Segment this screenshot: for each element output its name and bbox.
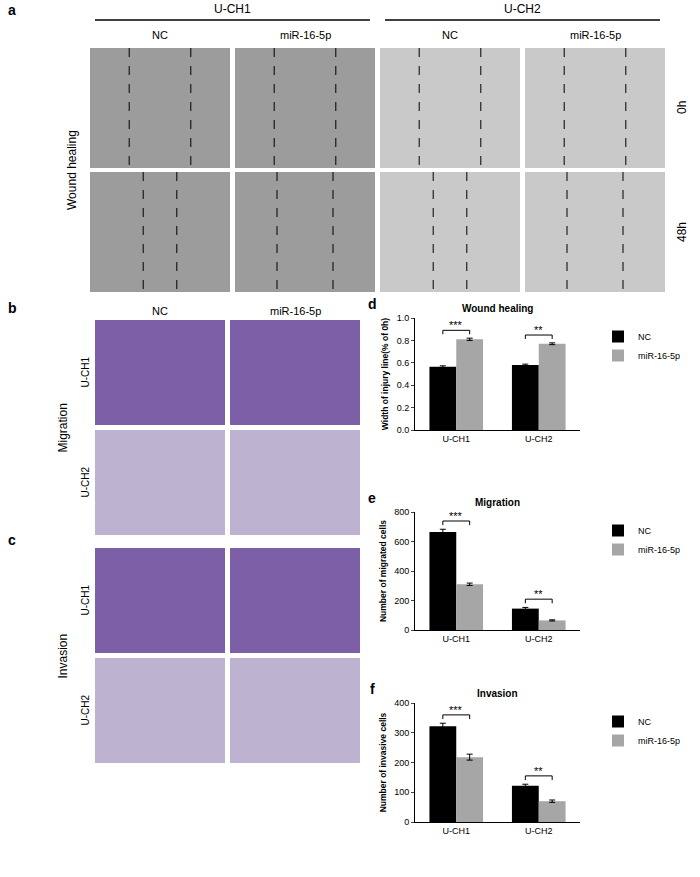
svg-text:Migration: Migration	[56, 403, 70, 452]
svg-text:Invasion: Invasion	[477, 688, 518, 699]
svg-text:0.4: 0.4	[397, 380, 410, 390]
svg-text:U-CH2: U-CH2	[525, 634, 553, 644]
svg-text:b: b	[8, 300, 17, 316]
svg-text:600: 600	[394, 537, 409, 547]
svg-text:miR-16-5p: miR-16-5p	[280, 29, 331, 41]
svg-text:400: 400	[394, 698, 409, 708]
svg-text:Number of invasive cells: Number of invasive cells	[378, 712, 388, 812]
svg-text:e: e	[368, 490, 376, 506]
svg-text:d: d	[368, 296, 377, 312]
svg-text:miR-16-5p: miR-16-5p	[270, 305, 321, 317]
svg-text:Wound healing: Wound healing	[65, 130, 79, 210]
svg-text:f: f	[370, 681, 375, 697]
svg-text:400: 400	[394, 566, 409, 576]
svg-text:***: ***	[449, 704, 463, 716]
svg-text:200: 200	[394, 596, 409, 606]
svg-text:**: **	[534, 588, 543, 600]
svg-text:U-CH1: U-CH1	[442, 634, 470, 644]
svg-text:0: 0	[404, 817, 409, 827]
svg-text:miR-16-5p: miR-16-5p	[638, 736, 680, 746]
svg-text:1.0: 1.0	[397, 313, 410, 323]
svg-text:0.0: 0.0	[397, 425, 410, 435]
svg-text:0.8: 0.8	[397, 336, 410, 346]
svg-text:NC: NC	[638, 332, 651, 342]
svg-text:Wound healing: Wound healing	[462, 303, 533, 314]
svg-text:miR-16-5p: miR-16-5p	[638, 351, 680, 361]
svg-text:U-CH1: U-CH1	[442, 434, 470, 444]
svg-text:miR-16-5p: miR-16-5p	[638, 545, 680, 555]
svg-text:Invasion: Invasion	[56, 634, 70, 679]
svg-text:Number of migrated cells: Number of migrated cells	[378, 520, 388, 622]
svg-text:U-CH2: U-CH2	[504, 2, 541, 16]
svg-text:U-CH2: U-CH2	[525, 434, 553, 444]
svg-text:U-CH1: U-CH1	[214, 2, 251, 16]
svg-text:NC: NC	[638, 526, 651, 536]
svg-text:U-CH1: U-CH1	[442, 826, 470, 836]
svg-text:Width of injury line(% of 0h): Width of injury line(% of 0h)	[380, 318, 390, 430]
svg-text:300: 300	[394, 728, 409, 738]
svg-text:U-CH2: U-CH2	[525, 826, 553, 836]
svg-text:48h: 48h	[675, 222, 689, 242]
svg-text:800: 800	[394, 507, 409, 517]
svg-text:200: 200	[394, 758, 409, 768]
svg-text:0.2: 0.2	[397, 403, 410, 413]
svg-text:NC: NC	[638, 717, 651, 727]
svg-text:a: a	[8, 2, 16, 18]
svg-text:***: ***	[449, 319, 463, 331]
svg-text:0.6: 0.6	[397, 358, 410, 368]
svg-text:c: c	[8, 532, 16, 548]
svg-text:U-CH2: U-CH2	[80, 467, 91, 498]
svg-text:***: ***	[449, 510, 463, 522]
svg-text:0h: 0h	[675, 101, 689, 114]
svg-text:NC: NC	[442, 29, 458, 41]
svg-text:NC: NC	[152, 305, 168, 317]
svg-text:**: **	[534, 765, 543, 777]
svg-text:U-CH1: U-CH1	[80, 585, 91, 616]
svg-text:miR-16-5p: miR-16-5p	[570, 29, 621, 41]
svg-text:NC: NC	[152, 29, 168, 41]
svg-text:U-CH2: U-CH2	[80, 695, 91, 726]
svg-text:**: **	[534, 324, 543, 336]
svg-text:100: 100	[394, 787, 409, 797]
svg-text:Migration: Migration	[475, 497, 520, 508]
svg-text:0: 0	[404, 625, 409, 635]
svg-text:U-CH1: U-CH1	[80, 357, 91, 388]
